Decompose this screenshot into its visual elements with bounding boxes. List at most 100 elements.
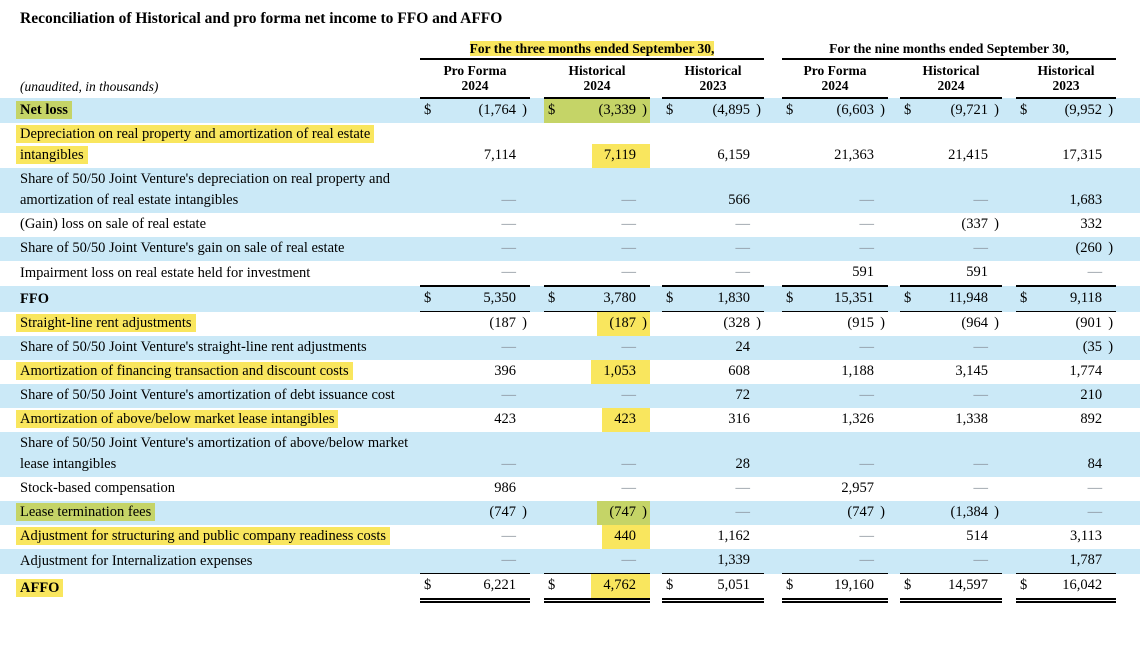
value-cell: — <box>420 237 530 261</box>
null-value-dash: — <box>859 552 875 568</box>
null-value-dash: — <box>973 192 989 208</box>
table-row-net-loss: Net loss $ (1,764) $ (3,339) $ (4,895) $ (6,603)… <box>0 98 1140 123</box>
right-pad <box>1116 360 1140 384</box>
row-label: Share of 50/50 Joint Venture's depreciat… <box>0 168 420 213</box>
column-spacer <box>888 168 901 213</box>
value-text: (1,384) <box>950 504 1000 520</box>
column-spacer <box>530 261 544 286</box>
null-value-dash: — <box>735 480 751 496</box>
row-label: Net loss <box>0 98 420 123</box>
column-spacer <box>650 501 662 525</box>
row-label: Adjustment for structuring and public co… <box>0 525 420 549</box>
value-text: 1,339 <box>717 552 751 568</box>
value-cell: 72 <box>662 384 765 408</box>
row-label: Share of 50/50 Joint Venture's gain on s… <box>0 237 420 261</box>
value-cell: — <box>782 384 889 408</box>
value-cell: 7,119 <box>544 123 650 168</box>
value-cell: — <box>420 525 530 549</box>
null-value-dash: — <box>621 480 637 496</box>
group-gap <box>764 408 782 432</box>
right-pad <box>1116 98 1140 123</box>
right-pad <box>1116 237 1140 261</box>
dollar-sign: $ <box>548 102 556 118</box>
value-cell: 1,053 <box>544 360 650 384</box>
null-value-dash: — <box>621 339 637 355</box>
value-cell: 1,774 <box>1016 360 1116 384</box>
value-cell: — <box>662 501 765 525</box>
value-text: 514 <box>966 528 989 544</box>
column-spacer <box>1002 477 1016 501</box>
dollar-sign: $ <box>424 290 432 306</box>
column-spacer <box>1002 360 1016 384</box>
value-cell: $5,350 <box>420 285 530 312</box>
column-spacer <box>650 525 662 549</box>
table-row-jv-lease-intangibles: Share of 50/50 Joint Venture's amortizat… <box>0 432 1140 477</box>
column-spacer <box>1002 384 1017 408</box>
column-spacer <box>1002 261 1016 286</box>
row-label: Share of 50/50 Joint Venture's straight-… <box>0 336 420 360</box>
row-label: Depreciation on real property and amorti… <box>0 123 420 168</box>
column-spacer <box>530 286 544 312</box>
dollar-sign: $ <box>548 577 556 593</box>
value-text: (337) <box>961 216 1000 232</box>
group-gap <box>764 525 782 549</box>
value-cell: $16,042 <box>1016 573 1117 603</box>
value-cell: — <box>544 336 650 360</box>
group-header-label: For the nine months ended September 30, <box>829 41 1069 56</box>
value-cell: $ (9,952) <box>1016 98 1117 123</box>
column-spacer <box>888 98 901 123</box>
column-spacer <box>888 286 901 312</box>
value-cell: — <box>544 168 650 213</box>
value-text: 17,315 <box>1062 147 1103 163</box>
value-cell: 316 <box>662 408 764 432</box>
column-header-proforma-2024: Pro Forma 2024 <box>420 59 530 99</box>
value-cell: — <box>1016 261 1116 286</box>
column-spacer <box>888 432 901 477</box>
null-value-dash: — <box>621 216 637 232</box>
value-text: 21,415 <box>948 147 989 163</box>
value-cell: 396 <box>420 360 530 384</box>
value-text: 6,221 <box>483 577 516 593</box>
value-cell: — <box>782 549 889 574</box>
value-cell: — <box>544 213 650 237</box>
null-value-dash: — <box>621 456 637 472</box>
null-value-dash: — <box>501 339 517 355</box>
row-label-text: (Gain) loss on sale of real estate <box>20 216 207 232</box>
dollar-sign: $ <box>666 577 674 593</box>
group-gap <box>764 360 782 384</box>
value-text: 14,597 <box>948 577 989 593</box>
row-label-text: AFFO <box>16 578 64 597</box>
right-pad <box>1116 549 1140 574</box>
value-cell: 28 <box>662 432 765 477</box>
column-spacer <box>1002 213 1016 237</box>
null-value-dash: — <box>501 192 517 208</box>
group-gap <box>764 168 783 213</box>
column-spacer <box>888 384 901 408</box>
row-label: Lease termination fees <box>0 501 420 525</box>
value-text: 591 <box>852 264 875 280</box>
value-cell: 1,339 <box>662 549 765 574</box>
value-cell: — <box>900 237 1003 261</box>
column-spacer <box>650 237 662 261</box>
value-cell: 1,338 <box>900 408 1002 432</box>
column-spacer <box>650 261 662 286</box>
value-cell: (1,384) <box>900 501 1003 525</box>
right-pad <box>1116 384 1140 408</box>
null-value-dash: — <box>735 216 751 232</box>
dollar-sign: $ <box>548 290 556 306</box>
value-text: 19,160 <box>834 577 875 593</box>
column-spacer <box>1002 432 1017 477</box>
value-cell: 986 <box>420 477 530 501</box>
value-text: (915) <box>847 315 886 331</box>
value-cell: 21,415 <box>900 123 1002 168</box>
reconciliation-table: For the three months ended September 30,… <box>0 41 1140 603</box>
column-spacer <box>888 336 901 360</box>
value-cell: — <box>900 432 1003 477</box>
value-text: 423 <box>494 411 516 427</box>
value-cell: 3,113 <box>1016 525 1116 549</box>
value-cell: — <box>662 261 764 286</box>
null-value-dash: — <box>621 552 637 568</box>
value-cell: $11,948 <box>900 285 1003 312</box>
group-gap <box>764 312 782 337</box>
column-header-historical-2024-nine: Historical 2024 <box>900 59 1003 99</box>
